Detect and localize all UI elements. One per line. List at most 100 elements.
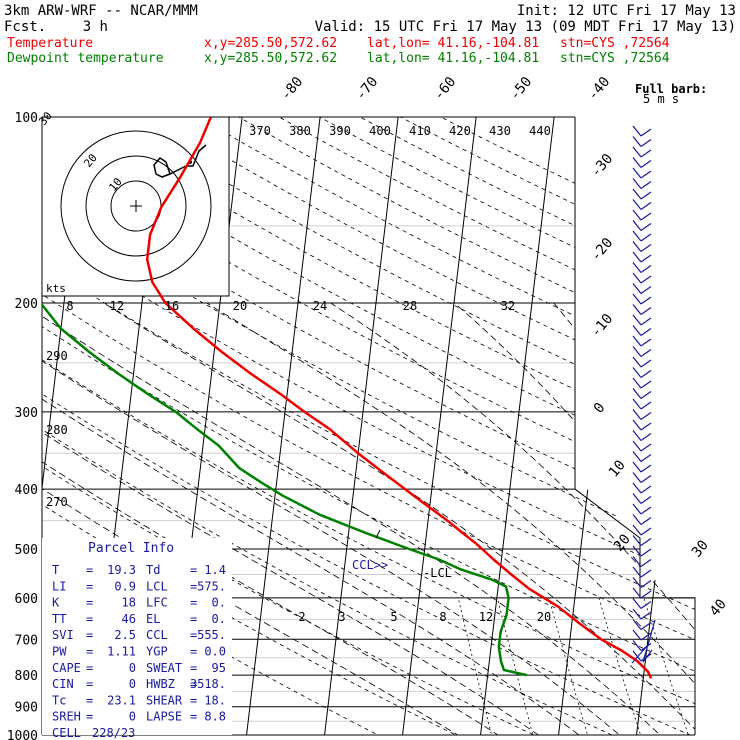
- wind-barb: [632, 335, 642, 347]
- parcel-equals: =: [190, 677, 197, 691]
- parcel-key: CIN: [52, 677, 74, 691]
- wind-barb: [632, 241, 642, 252]
- dry-adiabat-line: [238, 117, 695, 735]
- sounding-traces: [42, 117, 653, 679]
- isotherm-line: [556, 117, 633, 735]
- mixing-ratio-label: 8: [439, 610, 446, 624]
- mixing-ratio-line: [548, 597, 592, 735]
- parcel-key: LCL: [146, 579, 168, 593]
- wind-barb-flag: [640, 244, 652, 252]
- legend-dewpoint: Dewpoint temperature: [7, 51, 164, 66]
- wind-barb: [632, 482, 642, 494]
- wind-barb: [632, 608, 642, 620]
- wind-barb: [632, 566, 642, 578]
- wind-barb: [632, 325, 642, 336]
- wind-barb: [632, 587, 642, 599]
- wind-barb-flag: [640, 464, 652, 473]
- pressure-tick-label: 400: [15, 483, 38, 498]
- wind-barb: [632, 514, 642, 525]
- legend-temperature-latlon: lat,lon= 41.16,-104.81: [367, 36, 539, 51]
- wind-barb: [632, 293, 642, 305]
- wind-barb-flag: [640, 443, 652, 452]
- wind-barb-flag: [640, 370, 652, 378]
- wind-barb-flag: [640, 569, 652, 578]
- parcel-key: LFC: [146, 596, 168, 610]
- wind-barb-flag: [640, 128, 652, 137]
- dry-adiabat-line: [42, 117, 695, 735]
- wind-barb-flag: [640, 485, 652, 494]
- isotherm-line: [322, 117, 399, 735]
- wind-barb: [632, 524, 642, 536]
- el-marker: [375, 529, 381, 539]
- mixing-ratio-line: [457, 597, 496, 735]
- wind-barb-flag: [640, 611, 652, 620]
- parcel-value: 0: [129, 661, 136, 675]
- wind-barb: [632, 640, 642, 651]
- init-time: Init: 12 UTC Fri 17 May 13: [517, 3, 736, 19]
- wind-barb-flag: [640, 139, 652, 147]
- wind-barb-flag: [640, 191, 652, 200]
- parcel-equals: =: [190, 693, 197, 707]
- isotherm-label: -80: [278, 74, 307, 104]
- dry-adiabat-label: 280: [46, 423, 68, 437]
- parcel-value: 23.1: [107, 693, 136, 707]
- legend-dewpoint-stn: stn=CYS ,72564: [560, 51, 670, 66]
- isotherm-label: -70: [353, 74, 382, 104]
- parcel-value: 2.5: [114, 628, 136, 642]
- wind-barb-flag: [640, 307, 652, 315]
- parcel-equals: =: [190, 645, 197, 659]
- wind-barb: [632, 577, 642, 588]
- parcel-value: 46: [122, 612, 136, 626]
- parcel-key: YGP: [146, 645, 168, 659]
- parcel-key: LAPSE: [146, 710, 182, 724]
- wind-barb-flag: [640, 527, 652, 536]
- wind-barb: [632, 304, 642, 315]
- parcel-key: T: [52, 563, 59, 577]
- mixing-ratio-line: [496, 597, 537, 735]
- isotherm-line: [0, 117, 8, 740]
- wind-barb-flag: [640, 401, 652, 410]
- wind-barb: [632, 262, 642, 273]
- theta-label: 440: [529, 124, 551, 138]
- wind-barb: [632, 346, 642, 357]
- ccl-annotation: CCL>>: [352, 558, 388, 572]
- parcel-value: 0.: [212, 612, 226, 626]
- wind-barb: [632, 367, 642, 378]
- wind-barb-flag: [640, 233, 652, 242]
- parcel-info-background: [42, 538, 232, 735]
- wind-speed-tick: 32: [501, 299, 515, 313]
- parcel-value: 3518.: [190, 677, 226, 691]
- hodograph-ring: [85, 155, 187, 257]
- moist-adiabat-line: [553, 302, 695, 735]
- wind-barb: [632, 146, 642, 158]
- wind-barb: [632, 209, 642, 221]
- parcel-value: 0: [129, 710, 136, 724]
- wind-barb: [632, 188, 642, 200]
- wind-barb-flag: [640, 517, 652, 525]
- wind-barb: [632, 314, 642, 326]
- mixing-ratio-label: 3: [338, 610, 345, 624]
- parcel-key: Tc: [52, 693, 66, 707]
- wind-barb: [632, 377, 642, 389]
- wind-barb-flag: [640, 160, 652, 168]
- wind-barb: [632, 503, 642, 515]
- theta-label: 410: [409, 124, 431, 138]
- parcel-key: CAPE: [52, 661, 81, 675]
- isotherm-label: -10: [588, 311, 617, 341]
- parcel-cell-label: CELL: [52, 726, 81, 740]
- wind-barb: [632, 136, 642, 147]
- wind-speed-tick: 28: [403, 299, 417, 313]
- wind-barb-flag: [640, 223, 652, 231]
- wind-barb-flag: [640, 181, 652, 189]
- wind-speed-tick: 20: [233, 299, 247, 313]
- legend-temperature-stn: stn=CYS ,72564: [560, 36, 670, 51]
- moist-adiabat-line: [42, 302, 597, 735]
- parcel-equals: =: [86, 661, 93, 675]
- wind-barb: [632, 199, 642, 210]
- parcel-equals: =: [190, 661, 197, 675]
- parcel-cell-value: 228/23: [92, 726, 135, 740]
- dry-adiabat-label: 270: [46, 495, 68, 509]
- hodograph-trace: [153, 144, 207, 178]
- mixing-ratio-label: 2: [298, 610, 305, 624]
